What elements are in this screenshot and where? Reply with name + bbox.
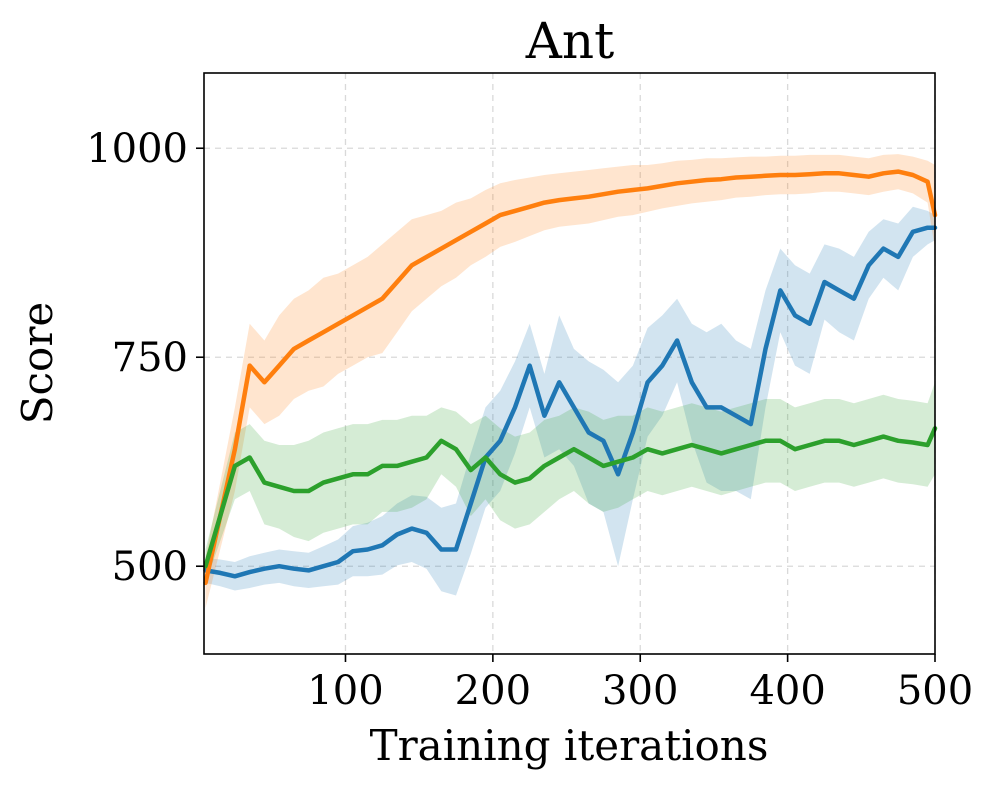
axis-ticks: 100 200 300 400 500 500 750 1000 xyxy=(86,126,973,714)
band-green xyxy=(205,382,935,583)
x-tick-label: 100 xyxy=(307,668,383,714)
x-tick-label: 400 xyxy=(749,668,825,714)
band-orange xyxy=(205,154,935,608)
x-tick-label: 500 xyxy=(897,668,973,714)
series-line-blue xyxy=(203,225,938,579)
y-tick-label: 750 xyxy=(112,335,188,381)
plot-frame xyxy=(203,72,936,655)
x-axis-label: Training iterations xyxy=(370,721,769,770)
y-tick-label: 1000 xyxy=(86,126,188,172)
x-tick-label: 300 xyxy=(602,668,678,714)
series-line-orange xyxy=(203,169,938,586)
y-axis-label: Score xyxy=(13,302,62,425)
series-lines xyxy=(203,169,938,586)
confidence-bands xyxy=(205,154,935,608)
x-tick-label: 200 xyxy=(455,668,531,714)
series-line-green xyxy=(203,426,938,569)
chart-title: Ant xyxy=(525,12,614,70)
y-tick-label: 500 xyxy=(112,544,188,590)
